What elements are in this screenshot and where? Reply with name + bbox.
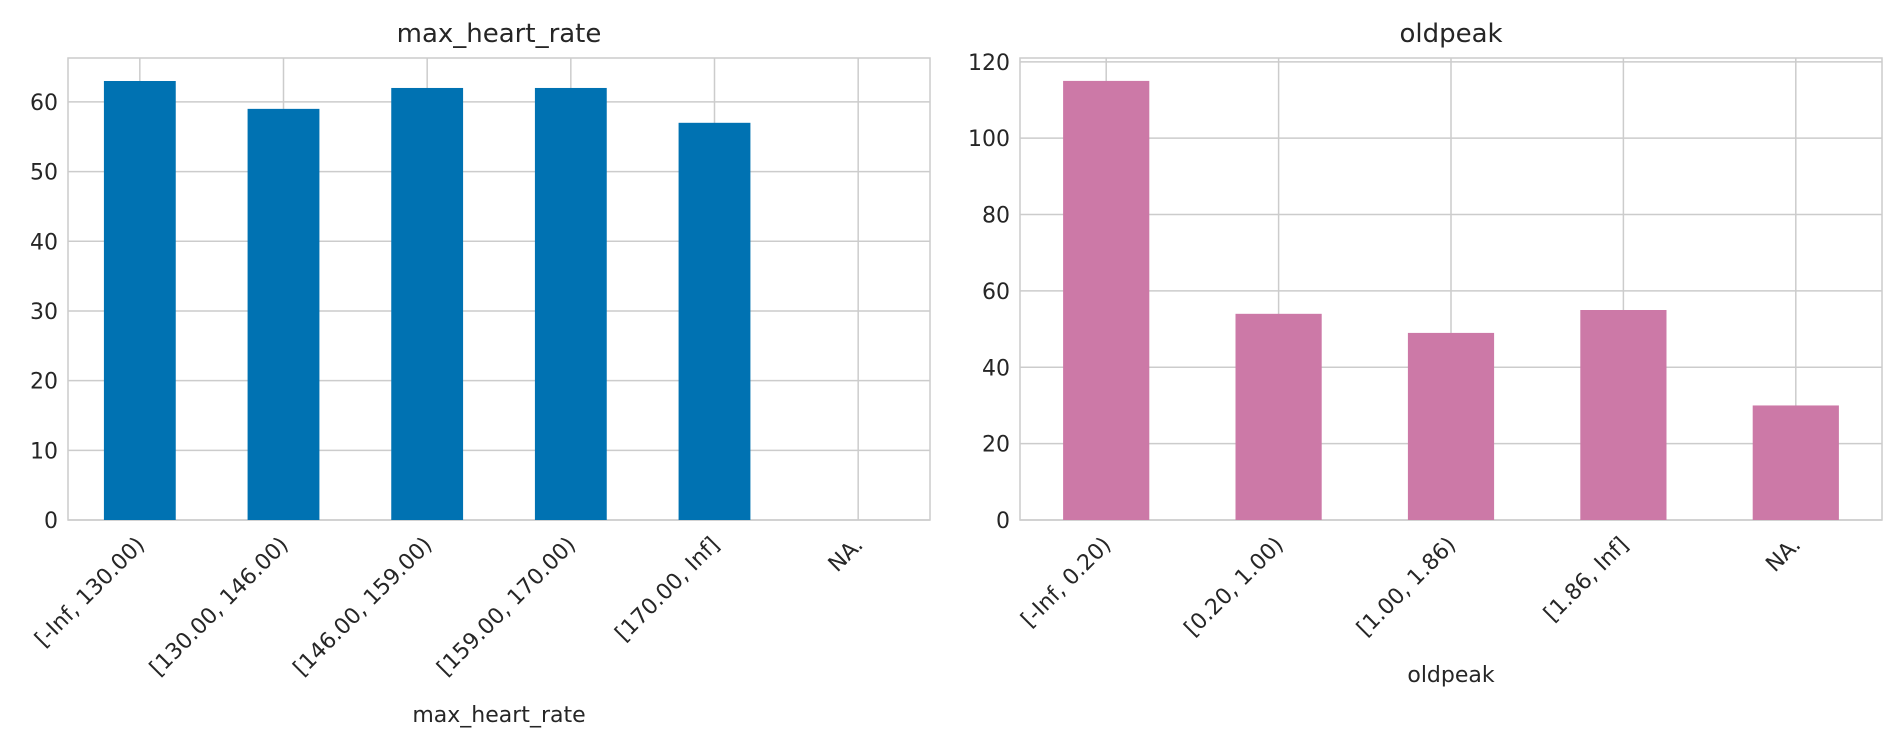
chart-title: max_heart_rate — [397, 19, 602, 49]
bars — [103, 80, 751, 521]
x-tick-label: [159.00, 170.00) — [433, 533, 582, 682]
plot-area — [67, 57, 931, 521]
bar — [678, 122, 751, 521]
y-tick-label: 60 — [982, 280, 1010, 305]
chart-title: oldpeak — [1399, 19, 1502, 49]
chart-max-heart-rate: 0 10 20 30 40 50 60 [-Inf, 130.00)[130.00, 146… — [30, 19, 931, 728]
x-tick-label: [-Inf, 0.20) — [1017, 533, 1117, 633]
y-tick-label: 60 — [30, 91, 58, 116]
bar — [1752, 405, 1839, 520]
x-tick-labels: [-Inf, 130.00)[130.00, 146.00)[146.00, 1… — [30, 533, 868, 682]
x-tick-label: NA. — [1761, 533, 1806, 578]
x-tick-label: [0.20, 1.00) — [1180, 533, 1289, 642]
y-tick-label: 30 — [30, 300, 58, 325]
y-tick-label: 20 — [30, 370, 58, 395]
y-tick-label: 80 — [982, 204, 1010, 229]
bar — [103, 80, 176, 520]
bar — [247, 108, 320, 520]
x-tick-label: [146.00, 159.00) — [289, 533, 438, 682]
x-axis-label: max_heart_rate — [412, 703, 585, 728]
x-tick-label: NA. — [824, 533, 869, 578]
bar — [534, 87, 607, 520]
y-tick-label: 20 — [982, 433, 1010, 458]
x-tick-label: [-Inf, 130.00) — [30, 533, 150, 653]
y-tick-label: 0 — [44, 509, 58, 534]
y-tick-label: 10 — [30, 439, 58, 464]
y-tick-label: 0 — [996, 509, 1010, 534]
y-tick-labels: 0 20 40 60 80 100 120 — [968, 51, 1010, 534]
y-tick-label: 50 — [30, 161, 58, 186]
x-tick-label: [170.00, Inf] — [611, 533, 725, 647]
y-tick-label: 40 — [982, 356, 1010, 381]
bar — [391, 87, 464, 520]
chart-oldpeak: 0 20 40 60 80 100 120 [-Inf, 0.20) [0.20, 1.00)… — [968, 19, 1883, 688]
y-tick-label: 120 — [968, 51, 1010, 76]
y-tick-label: 40 — [30, 230, 58, 255]
bar — [1063, 80, 1150, 520]
x-axis-label: oldpeak — [1407, 663, 1495, 688]
bars — [1063, 80, 1839, 520]
bar — [1235, 313, 1322, 520]
x-tick-label: [130.00, 146.00) — [145, 533, 294, 682]
x-tick-label: [1.00, 1.86) — [1352, 533, 1461, 642]
bar — [1580, 310, 1667, 520]
x-tick-labels: [-Inf, 0.20) [0.20, 1.00) [1.00, 1.86) [1.8… — [1017, 533, 1806, 642]
x-tick-label: [1.86, Inf] — [1539, 533, 1633, 627]
y-tick-label: 100 — [968, 127, 1010, 152]
bar — [1407, 332, 1495, 520]
y-tick-labels: 0 10 20 30 40 50 60 — [30, 91, 58, 534]
